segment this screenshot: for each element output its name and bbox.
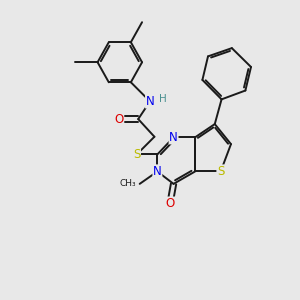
Text: N: N xyxy=(153,165,162,178)
Text: S: S xyxy=(133,148,140,161)
Text: CH₃: CH₃ xyxy=(119,179,136,188)
Text: S: S xyxy=(217,165,224,178)
Text: N: N xyxy=(169,131,178,144)
Text: N: N xyxy=(146,95,154,108)
Text: O: O xyxy=(115,112,124,126)
Text: O: O xyxy=(165,197,175,210)
Text: H: H xyxy=(159,94,167,104)
